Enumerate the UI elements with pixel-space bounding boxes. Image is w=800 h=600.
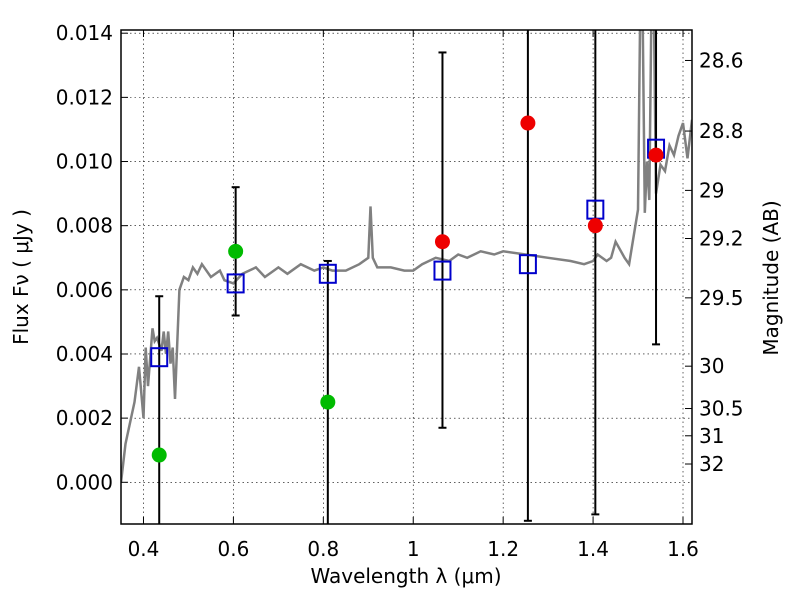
right-tick-label: 32 xyxy=(699,452,724,476)
right-tick-label: 28.8 xyxy=(699,119,744,143)
x-tick-label: 0.4 xyxy=(128,537,160,561)
model-square-marker xyxy=(318,263,337,284)
right-axis-title: Magnitude (AB) xyxy=(759,200,783,355)
x-tick-label: 0.6 xyxy=(217,537,249,561)
x-axis-ticks: 0.4 0.6 0.8 1 1.2 1.4 1.6 xyxy=(128,30,699,561)
x-tick-label: 0.8 xyxy=(307,537,339,561)
right-tick-label: 30 xyxy=(699,354,724,378)
model-square-marker xyxy=(518,254,537,275)
right-tick-label: 31 xyxy=(699,424,724,448)
y-tick-label: 0.014 xyxy=(56,21,113,45)
upper-limit-point xyxy=(228,243,244,259)
y-tick-label: 0.008 xyxy=(56,214,113,238)
x-axis-title: Wavelength λ (μm) xyxy=(310,564,501,588)
right-axis-ticks: 28.6 28.8 29 29.2 29.5 30 30.5 31 32 xyxy=(685,48,744,476)
y-tick-label: 0.004 xyxy=(56,342,113,366)
right-tick-label: 30.5 xyxy=(699,397,744,421)
right-tick-label: 29 xyxy=(699,178,724,202)
y-tick-label: 0.000 xyxy=(56,470,113,494)
right-tick-label: 28.6 xyxy=(699,48,744,72)
x-tick-label: 1.4 xyxy=(577,537,609,561)
model-square-marker xyxy=(226,273,245,294)
upper-limit-point xyxy=(151,447,167,463)
plot-area xyxy=(121,30,692,524)
detection-point xyxy=(587,218,603,234)
x-tick-label: 1.6 xyxy=(667,537,699,561)
y-tick-label: 0.006 xyxy=(56,278,113,302)
y-tick-label: 0.012 xyxy=(56,85,113,109)
data-markers xyxy=(150,115,666,463)
plot-frame xyxy=(120,29,693,525)
upper-limit-point xyxy=(320,394,336,410)
y-tick-label: 0.002 xyxy=(56,406,113,430)
right-tick-label: 29.2 xyxy=(699,227,744,251)
grid-lines xyxy=(121,30,692,524)
y-tick-label: 0.010 xyxy=(56,150,113,174)
model-square-marker xyxy=(433,260,452,281)
detection-point xyxy=(520,115,536,131)
detection-point xyxy=(434,234,450,250)
y-axis-ticks: 0.000 0.002 0.004 0.006 0.008 0.010 0.012 0.014 xyxy=(56,21,128,494)
detection-point xyxy=(648,147,664,163)
template-spectrum-line xyxy=(121,30,692,483)
right-tick-label: 29.5 xyxy=(699,286,744,310)
error-bars xyxy=(155,30,661,524)
x-tick-label: 1.2 xyxy=(487,537,519,561)
model-square-marker xyxy=(150,347,169,368)
x-tick-label: 1 xyxy=(407,537,420,561)
y-axis-title: Flux Fν ( μJy ) xyxy=(9,209,33,345)
